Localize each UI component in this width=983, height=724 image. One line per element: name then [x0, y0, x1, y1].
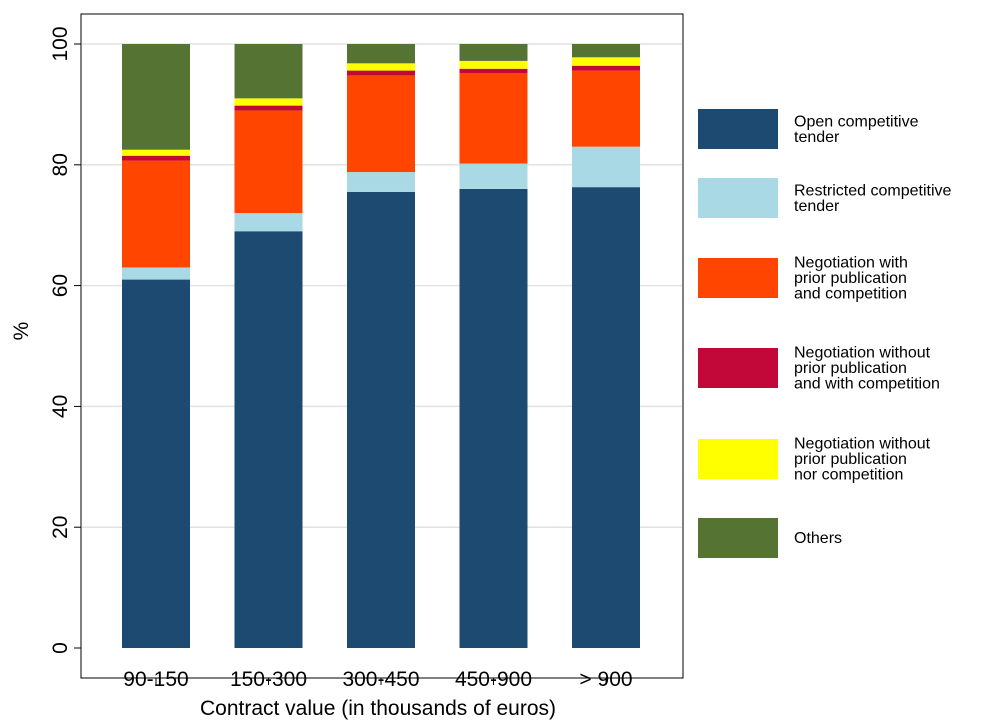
bar-segment [347, 191, 415, 649]
y-axis-title: % [10, 322, 33, 341]
x-axis-title: Contract value (in thousands of euros) [200, 697, 556, 720]
legend-label: Restricted competitive tender [794, 182, 951, 215]
bar-segment [459, 163, 528, 189]
x-tick-label: 300-450 [342, 668, 419, 691]
legend-label: Negotiation with prior publication and com… [794, 255, 908, 303]
bar-segment [234, 110, 303, 214]
bar-segment [459, 60, 528, 69]
x-tick-label: 90-150 [123, 668, 188, 691]
y-tick-label: 0 [49, 642, 72, 654]
x-axis: 90-150 150-300 300-450 450-900 > 900 [123, 668, 632, 691]
bar-segment [459, 68, 528, 73]
bar-segment [347, 172, 415, 192]
bar-segment [122, 267, 190, 280]
bar-segment [347, 63, 415, 71]
legend-swatch [698, 178, 778, 218]
bar-segment [572, 44, 640, 58]
legend-label: Others [794, 530, 842, 547]
y-tick-label: 20 [49, 516, 72, 539]
x-tick-label: 450-900 [455, 668, 532, 691]
legend-label: Negotiation without prior publication nor … [794, 436, 931, 484]
plot-frame [80, 13, 684, 679]
bar-segment [347, 75, 415, 173]
y-tick-label: 100 [49, 26, 72, 61]
bars [122, 44, 640, 649]
bar-segment [122, 44, 190, 150]
bar-segment [347, 70, 415, 76]
bar-segment [572, 146, 640, 188]
bar-segment [122, 279, 190, 648]
bar-segment [234, 213, 303, 232]
legend-swatch [698, 518, 778, 558]
legend-swatch [698, 258, 778, 298]
x-tick-label: > 900 [579, 668, 632, 691]
bar-segment [234, 105, 303, 111]
legend-swatch [698, 109, 778, 149]
bar-segment [234, 98, 303, 106]
legend-label: Open competitive tender [794, 113, 919, 146]
bar-segment [459, 44, 528, 61]
bar-segment [347, 44, 415, 64]
bar-segment [122, 155, 190, 161]
y-axis: 0 20 40 60 80 100 [49, 26, 81, 654]
legend-swatch [698, 439, 778, 479]
legend: Open competitive tender Restricted competi… [698, 109, 951, 558]
bar-segment [459, 188, 528, 648]
x-tick-label: 150-300 [230, 668, 307, 691]
legend-label: Negotiation without prior publication and … [794, 345, 940, 393]
bar-segment [122, 160, 190, 268]
legend-swatch [698, 348, 778, 388]
bar-segment [572, 65, 640, 71]
bar-segment [122, 149, 190, 156]
y-tick-label: 80 [49, 153, 72, 176]
bar-segment [234, 44, 303, 99]
y-tick-label: 60 [49, 274, 72, 297]
bar-segment [459, 72, 528, 164]
bar-segment [572, 57, 640, 66]
bar-segment [572, 70, 640, 147]
bar-segment [572, 187, 640, 648]
bar-segment [234, 231, 303, 649]
y-tick-label: 40 [49, 395, 72, 418]
